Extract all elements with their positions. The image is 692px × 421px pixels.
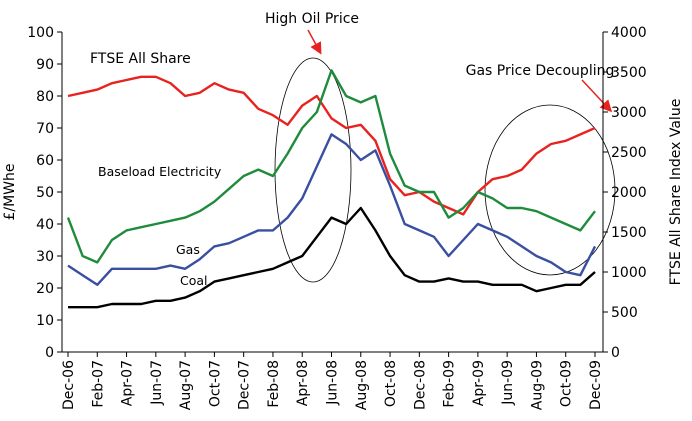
annotation: Gas Price Decoupling (466, 63, 615, 79)
y-tick-label: 90 (36, 57, 54, 73)
y2-tick-label: 2500 (611, 145, 647, 161)
x-tick-label: Oct-08 (383, 360, 399, 407)
x-tick-label: Dec-09 (588, 360, 604, 410)
ellipse (484, 104, 616, 276)
line-series (67, 75, 596, 216)
x-tick-label: Dec-08 (412, 360, 428, 410)
series-label: FTSE All Share (90, 51, 191, 67)
y-tick-label: 70 (36, 121, 54, 137)
y-axis-label: £/MWhe (2, 163, 18, 220)
ellipse (274, 57, 352, 283)
y-tick-label: 10 (36, 313, 54, 329)
x-tick-label: Feb-08 (266, 360, 282, 408)
x-tick-label: Feb-09 (442, 360, 458, 408)
x-tick-label: Dec-07 (237, 360, 253, 410)
y2-axis-label: FTSE All Share Index Value (668, 99, 684, 286)
x-tick-label: Jun-09 (500, 360, 516, 406)
y-tick-label: 0 (45, 345, 54, 361)
y2-tick-label: 4000 (611, 25, 647, 41)
annotation: High Oil Price (265, 11, 359, 27)
line-series (67, 133, 597, 286)
line-series (68, 206, 596, 309)
y-tick-label: 40 (36, 217, 54, 233)
x-tick-label: Aug-08 (354, 360, 370, 410)
y-tick-label: 20 (36, 281, 54, 297)
arrow (307, 29, 322, 55)
line-series (66, 69, 596, 264)
x-tick-label: Apr-09 (471, 360, 487, 406)
x-tick-label: Apr-07 (120, 360, 136, 406)
x-tick-label: Oct-07 (207, 360, 223, 407)
x-tick-label: Oct-09 (559, 360, 575, 407)
series-label: Gas (176, 242, 200, 257)
y-tick-label: 80 (36, 89, 54, 105)
y2-tick-label: 3000 (611, 105, 647, 121)
y2-tick-label: 1000 (611, 265, 647, 281)
y-tick-label: 50 (36, 185, 54, 201)
x-tick-label: Apr-08 (295, 360, 311, 406)
y2-tick-label: 500 (611, 305, 638, 321)
series-label: Coal (180, 273, 208, 288)
series-label: Baseload Electricity (98, 164, 222, 179)
arrow (581, 79, 613, 113)
x-tick-label: Jun-07 (149, 360, 165, 406)
x-tick-label: Dec-06 (61, 360, 77, 410)
x-tick-label: Aug-09 (529, 360, 545, 410)
y2-tick-label: 0 (611, 345, 620, 361)
y-tick-label: 60 (36, 153, 54, 169)
y2-tick-label: 2000 (611, 185, 647, 201)
y2-tick-label: 3500 (611, 65, 647, 81)
y2-tick-label: 1500 (611, 225, 647, 241)
x-tick-label: Aug-07 (178, 360, 194, 410)
x-tick-label: Jun-08 (325, 360, 341, 406)
x-tick-label: Feb-07 (90, 360, 106, 408)
y-tick-label: 30 (36, 249, 54, 265)
y-tick-label: 100 (27, 25, 54, 41)
